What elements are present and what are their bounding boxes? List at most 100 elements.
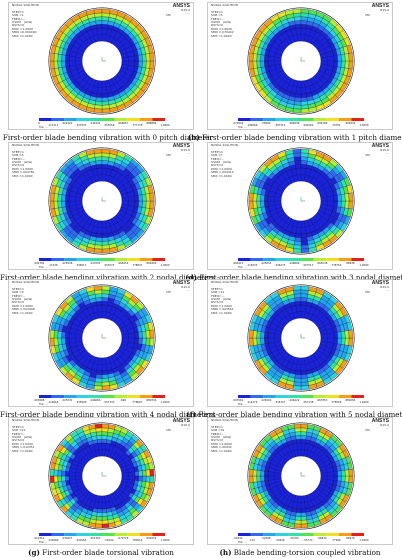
contour-plot-frame: NODAL SOLUTION STEP=1 SUB =5 FREQ=... US… [8, 142, 194, 270]
caption-text: First-order blade bending vibration with… [0, 273, 216, 282]
legend-swatch [39, 258, 52, 261]
blade-element [101, 244, 110, 250]
legend-tick-label: .668138 [316, 261, 328, 265]
blade-element [101, 301, 108, 306]
contour-plot-frame: NODAL SOLUTION STEP=1 SUB =1 FREQ=... US… [8, 2, 194, 130]
blade-element [344, 53, 350, 62]
blade-element [264, 55, 269, 62]
blade-element [264, 332, 269, 339]
blade-element [101, 20, 109, 25]
blade-element [141, 330, 147, 339]
blade-element [95, 374, 103, 379]
blade-element [94, 293, 103, 299]
blade-element [344, 200, 350, 209]
file-path-line: File: ... [238, 266, 247, 269]
legend-swatch [275, 118, 289, 121]
blade-element [248, 329, 254, 339]
shroud-ring [48, 147, 156, 255]
blade-element [65, 200, 70, 207]
legend-swatch [152, 118, 165, 121]
blade-element [101, 370, 108, 375]
max-marker-label: MX [166, 428, 171, 432]
blade-element [300, 508, 306, 513]
blade-element [341, 475, 346, 482]
blade-element [95, 20, 103, 25]
legend-swatch [250, 118, 264, 121]
legend-tick-label: .66840 [317, 536, 327, 540]
blade-element [295, 435, 302, 440]
blade-element [95, 237, 103, 242]
blade-element [94, 104, 103, 110]
blade-element [134, 475, 139, 481]
blade-element [248, 192, 254, 202]
blade-element [333, 471, 338, 477]
blade-element [101, 385, 111, 391]
blade-element [300, 93, 307, 98]
legend-tick-label: .667853 [316, 398, 328, 402]
contour-plot-frame: NODAL SOLUTION STEP=1 SUB =3 FREQ=... US… [207, 2, 393, 130]
legend-tick-label: .489938 [288, 121, 300, 125]
legend-swatch [51, 395, 65, 398]
legend-swatch [313, 258, 327, 261]
subfigure-caption: (g) First-order blade torsional vibratio… [28, 548, 174, 557]
shroud-ring [48, 7, 156, 115]
blade-element [294, 97, 302, 102]
blade-element [145, 475, 151, 483]
blade-element [344, 337, 350, 346]
blade-element [292, 8, 302, 14]
legend-tick-label: .88938 [345, 261, 355, 265]
blade-element [57, 60, 63, 69]
legend-swatch [313, 533, 327, 536]
blade-element [96, 370, 103, 375]
blade-element [101, 8, 111, 14]
blade-element [264, 475, 269, 481]
legend-swatch [263, 118, 276, 121]
legend-tick-label: .88976 [345, 536, 355, 540]
blade-element [248, 469, 254, 477]
legend-swatch [250, 395, 264, 398]
blade-element [300, 97, 308, 102]
legend-swatch [250, 258, 264, 261]
legend-swatch [76, 258, 90, 261]
blade-element [101, 248, 111, 254]
legend-swatch [64, 118, 77, 121]
blade-element [57, 470, 62, 477]
blade-disk-contour [39, 284, 165, 398]
blade-element [101, 512, 108, 517]
blade-element [300, 8, 310, 14]
blade-element [94, 240, 103, 246]
legend-swatch [89, 258, 102, 261]
legend-tick-label: .77908 [331, 539, 341, 543]
blade-element [293, 244, 302, 250]
legend-tick-label: .557674 [103, 264, 115, 268]
blade-element [293, 156, 302, 162]
blade-element [149, 60, 155, 70]
blade-element [95, 160, 103, 165]
blade-element [49, 475, 55, 483]
blade-element [344, 330, 350, 339]
blade-element [300, 293, 309, 299]
blade-element [248, 52, 254, 62]
contour-plot-frame: NODAL SOLUTION STEP=1 SUB =11 FREQ=... U… [207, 279, 393, 407]
blade-element [294, 519, 302, 525]
legend-tick-label: 1.0000 [160, 539, 170, 543]
legend-tick-label: .00432 [233, 536, 243, 540]
blade-element [300, 12, 309, 18]
legend-tick-label: .670778 [117, 536, 129, 540]
solution-header: NODAL SOLUTION STEP=1 SUB =9 FREQ=... US… [12, 280, 39, 315]
legend-swatch [64, 258, 77, 261]
blade-element [337, 475, 342, 482]
blade-element [333, 475, 338, 481]
legend-tick-label: .333333 [75, 124, 87, 128]
blade-element [294, 237, 302, 242]
legend-swatch [127, 533, 140, 536]
legend-tick-label: .79781 [331, 124, 341, 128]
legend-swatch [64, 533, 77, 536]
subfigure-caption: (e) First-order blade bending vibration … [0, 410, 215, 419]
blade-element [300, 285, 310, 291]
blade-element [145, 53, 151, 62]
blade-element [145, 193, 151, 202]
legend-tick-label: .115033 [246, 264, 258, 268]
blade-element [300, 431, 307, 436]
legend-swatch [326, 258, 339, 261]
